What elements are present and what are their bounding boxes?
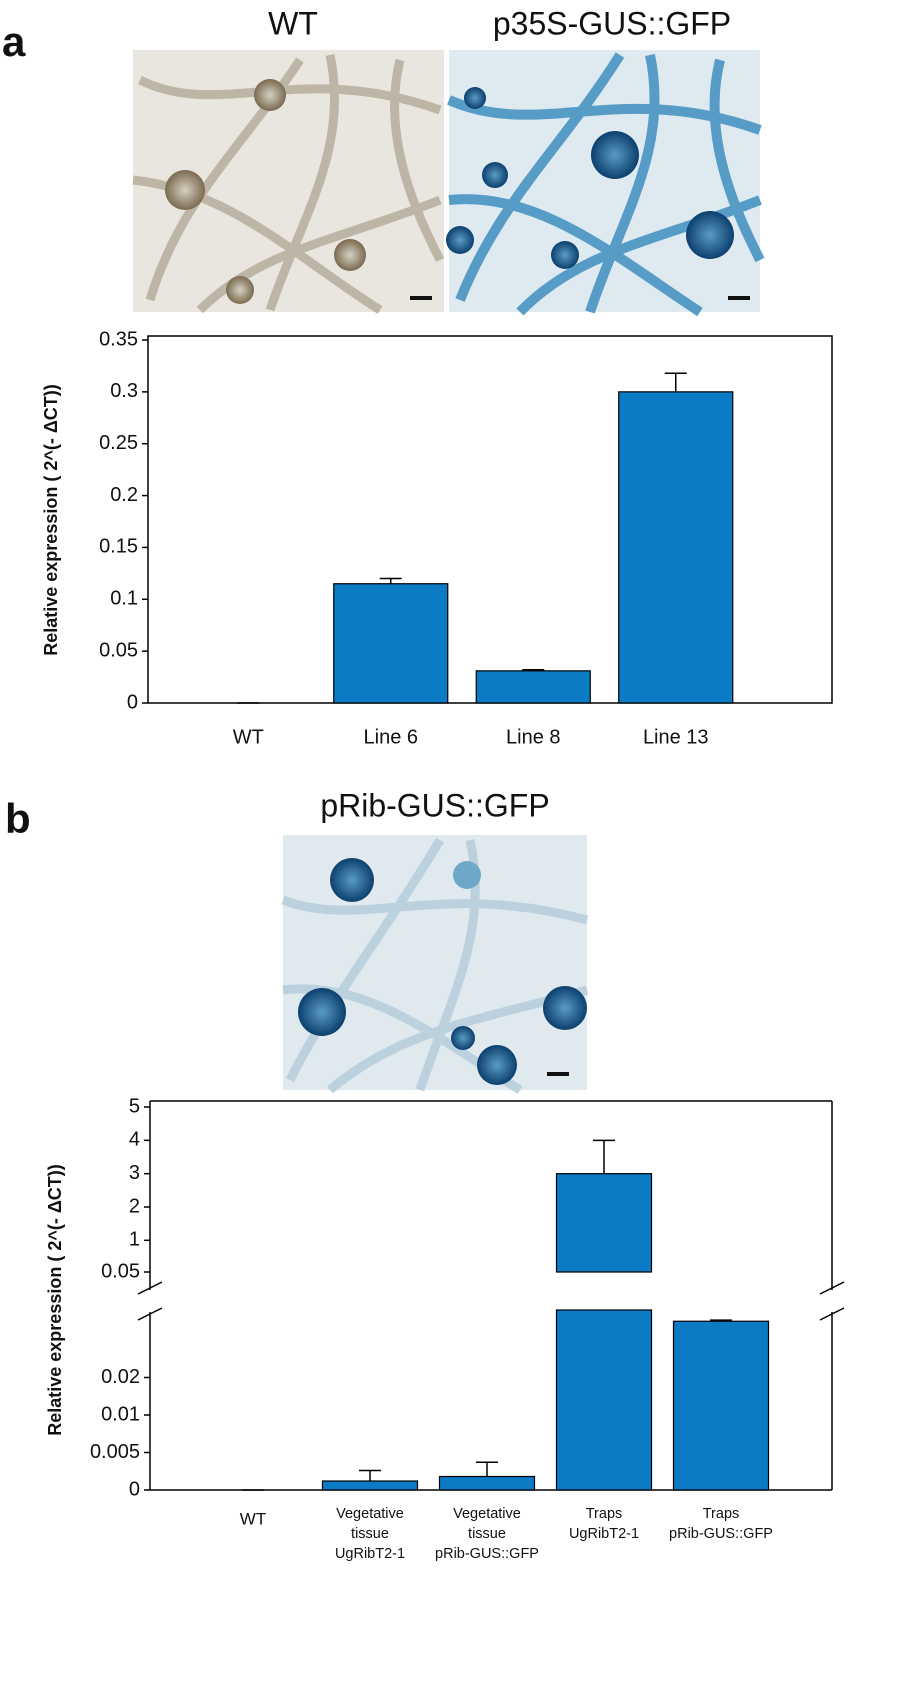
y-tick-label: 0.2 xyxy=(110,484,138,506)
bar xyxy=(438,1475,536,1491)
micrograph-wt xyxy=(132,50,445,314)
y-tick-label: 0 xyxy=(129,1478,140,1500)
y-tick-label: 0.3 xyxy=(110,380,138,402)
y-axis-label: Relative expression ( 2^(- ΔCT)) xyxy=(45,1164,65,1436)
x-tick-label: pRib-GUS::GFP xyxy=(669,1526,773,1542)
axis-break xyxy=(137,1281,163,1295)
axis-break xyxy=(819,1307,845,1321)
axis-break xyxy=(137,1307,163,1321)
image-caption: p35S-GUS::GFP xyxy=(493,5,731,41)
x-tick-label: pRib-GUS::GFP xyxy=(435,1546,539,1562)
panel-label: b xyxy=(5,795,31,842)
y-tick-label: 4 xyxy=(129,1129,140,1151)
y-tick-label: 0.25 xyxy=(99,432,138,454)
image-caption: WT xyxy=(268,5,318,41)
y-tick-label: 1 xyxy=(129,1229,140,1251)
bar-lower xyxy=(555,1309,653,1491)
x-tick-label: Traps xyxy=(703,1506,740,1522)
bar xyxy=(672,1320,770,1491)
bar xyxy=(321,1480,419,1491)
panel-label: a xyxy=(2,18,26,65)
y-tick-label: 0.35 xyxy=(99,328,138,350)
y-tick-label: 3 xyxy=(129,1162,140,1184)
x-tick-label: Traps xyxy=(586,1506,623,1522)
bar xyxy=(618,391,734,704)
x-tick-label: Line 8 xyxy=(506,726,561,748)
x-tick-label: tissue xyxy=(468,1526,506,1542)
x-tick-label: Line 13 xyxy=(643,726,709,748)
x-tick-label: UgRibT2-1 xyxy=(335,1546,405,1562)
x-tick-label: Line 6 xyxy=(364,726,419,748)
x-tick-label: WT xyxy=(240,1509,266,1528)
micrograph-p35s xyxy=(446,50,765,317)
y-axis-label: Relative expression ( 2^(- ΔCT)) xyxy=(41,384,61,656)
y-tick-label: 0.01 xyxy=(101,1403,140,1425)
x-tick-label: WT xyxy=(233,726,264,748)
y-tick-label: 0.05 xyxy=(99,639,138,661)
y-tick-label: 0.15 xyxy=(99,536,138,558)
y-tick-label: 0 xyxy=(127,691,138,713)
x-tick-label: Vegetative xyxy=(336,1506,404,1522)
image-caption: pRib-GUS::GFP xyxy=(320,787,549,823)
y-tick-label: 0.05 xyxy=(101,1260,140,1282)
x-tick-label: tissue xyxy=(351,1526,389,1542)
y-tick-label: 5 xyxy=(129,1095,140,1117)
micrograph-prib xyxy=(281,835,589,1094)
bar-upper xyxy=(555,1173,653,1273)
y-tick-label: 0.02 xyxy=(101,1366,140,1388)
y-tick-label: 2 xyxy=(129,1195,140,1217)
bar xyxy=(475,670,591,704)
axis-break xyxy=(819,1281,845,1295)
bar xyxy=(333,583,449,704)
x-tick-label: Vegetative xyxy=(453,1506,521,1522)
x-tick-label: UgRibT2-1 xyxy=(569,1526,639,1542)
y-tick-label: 0.1 xyxy=(110,588,138,610)
y-tick-label: 0.005 xyxy=(90,1441,140,1463)
